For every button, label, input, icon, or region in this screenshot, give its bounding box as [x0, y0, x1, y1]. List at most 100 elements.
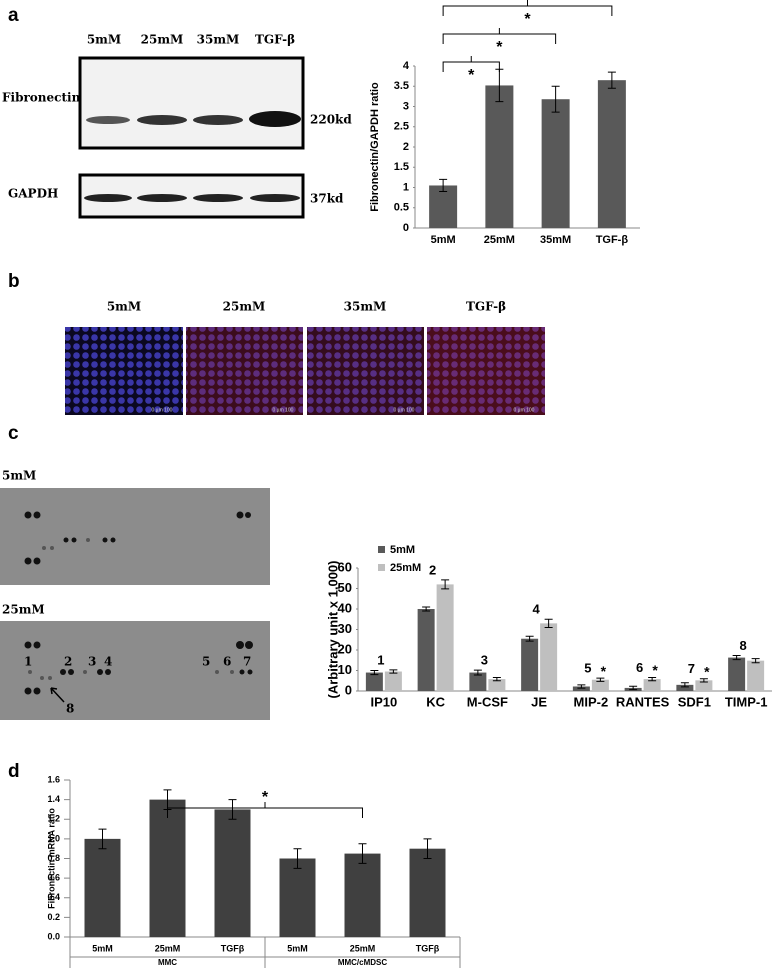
bar — [695, 680, 713, 691]
legend-swatch — [378, 564, 385, 571]
error-bar — [98, 828, 107, 850]
significance-star: * — [601, 663, 607, 679]
significance-bracket — [442, 28, 557, 44]
error-bar — [228, 799, 237, 820]
error-bar — [358, 843, 367, 864]
band — [137, 115, 187, 125]
error-bar — [607, 71, 616, 89]
significance-star: * — [468, 67, 475, 84]
bar — [409, 848, 446, 937]
x-tick-label: RANTES — [616, 694, 670, 709]
x-tick-label: TGFβ — [221, 943, 245, 953]
error-bar — [577, 684, 586, 689]
x-tick-label: KC — [426, 694, 445, 709]
group-name: MMC/cMDSC — [338, 958, 388, 967]
bar — [469, 672, 487, 691]
array-membrane — [0, 488, 270, 585]
condition-label: 25mM — [223, 300, 266, 314]
error-bar — [648, 676, 657, 682]
y-tick-label: 0.5 — [394, 202, 409, 214]
bar — [365, 672, 383, 691]
x-tick-label: MIP-2 — [574, 694, 609, 709]
error-bar — [439, 178, 448, 193]
significance-star: * — [262, 789, 269, 806]
y-tick-label: 1.5 — [394, 161, 409, 173]
group-label: 8 — [740, 638, 747, 653]
immunofluorescence: 5mM 25mM 35mM TGF-β 0 µm 100 0 µm 100 0 … — [65, 300, 545, 415]
panel-label: d — [8, 761, 20, 782]
scale-bar: 0 µm 100 — [394, 407, 415, 413]
bar — [597, 80, 626, 228]
x-tick-label: 5mM — [287, 943, 308, 953]
spot-number: 1 — [24, 655, 32, 669]
bar — [84, 838, 121, 937]
y-tick-label: 10 — [338, 662, 352, 677]
x-tick-label: 5mM — [92, 943, 113, 953]
error-bar — [751, 658, 760, 664]
y-tick-label: 1.0 — [47, 833, 60, 843]
panel-label: b — [8, 271, 20, 292]
significance-bracket — [442, 56, 500, 72]
protein-label: Fibronectin — [2, 91, 81, 105]
spot-number: 6 — [223, 655, 231, 669]
y-tick-label: 0 — [403, 222, 409, 234]
bar — [728, 657, 746, 691]
y-axis-label: Fibronectin mRNA ratio — [46, 808, 56, 909]
legend-label: 5mM — [390, 544, 415, 556]
y-tick-label: 4 — [403, 60, 410, 72]
error-bar — [492, 676, 501, 682]
significance-star: * — [524, 11, 531, 28]
bar — [541, 99, 570, 229]
bar — [591, 679, 609, 691]
significance-star: * — [704, 663, 710, 679]
band — [249, 111, 301, 127]
condition-label: 5mM — [107, 300, 141, 314]
x-tick-label: SDF1 — [678, 694, 711, 709]
condition-label: 5mM — [2, 469, 36, 483]
blot-frame — [78, 56, 305, 150]
y-tick-label: 3 — [403, 100, 409, 112]
band — [86, 116, 130, 124]
scale-bar: 0 µm 100 — [152, 407, 173, 413]
spot-number: 7 — [243, 655, 251, 669]
y-tick-label: 0.2 — [47, 912, 60, 922]
western-blot: 5mM 25mM 35mM TGF-β Fibronectin 220kd GA… — [2, 33, 352, 219]
spot-number: 4 — [104, 655, 112, 669]
x-tick-label: 25mM — [155, 943, 181, 953]
x-tick-label: TIMP-1 — [725, 694, 768, 709]
band — [250, 194, 300, 202]
spots — [24, 641, 253, 695]
significance-bracket — [442, 0, 613, 16]
condition-label: TGF-β — [466, 300, 506, 314]
micrograph — [427, 327, 545, 415]
bar — [429, 185, 458, 228]
group-divider — [264, 937, 461, 968]
error-bar — [699, 678, 708, 683]
y-axis-label: (Arbitrary unit x 1,000) — [325, 561, 340, 699]
bar — [436, 584, 454, 691]
x-tick-label: M-CSF — [467, 694, 508, 709]
y-tick-label: 50 — [338, 580, 352, 595]
y-tick-label: 0.0 — [47, 931, 60, 941]
bar — [417, 609, 435, 691]
bar — [214, 809, 251, 937]
band — [84, 194, 132, 202]
bar — [488, 679, 506, 691]
spot-number: 2 — [64, 655, 72, 669]
lane-label: 25mM — [141, 33, 184, 47]
scale-bar: 0 µm 100 — [514, 407, 535, 413]
legend-label: 25mM — [390, 562, 421, 574]
bar — [485, 85, 514, 228]
size-label: 220kd — [310, 113, 352, 127]
error-bar — [596, 677, 605, 682]
y-tick-label: 0.6 — [47, 873, 60, 883]
y-tick-label: 30 — [338, 621, 352, 636]
group-label: 2 — [429, 562, 436, 577]
y-tick-label: 3.5 — [394, 80, 409, 92]
x-tick-label: 35mM — [540, 234, 571, 246]
bar — [149, 799, 186, 937]
scale-bar: 0 µm 100 — [273, 407, 294, 413]
condition-label: 35mM — [344, 300, 387, 314]
error-bar — [680, 682, 689, 688]
